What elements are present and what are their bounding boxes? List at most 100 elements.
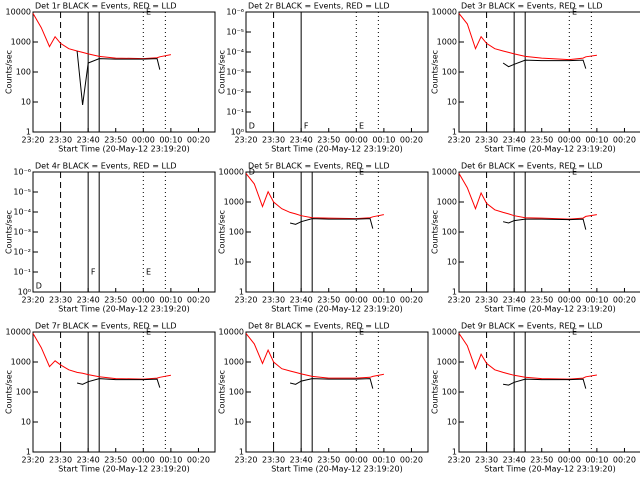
series-line: Events — [502, 218, 587, 230]
y-tick-label: 1000 — [11, 38, 31, 47]
x-tick-label: 00:00 — [345, 136, 368, 145]
y-tick-label: 10⁻³ — [13, 228, 31, 237]
x-tick-label: 23:50 — [317, 296, 340, 305]
y-axis-label: Counts/sec — [5, 210, 14, 254]
chart-title: Det 7r BLACK = Events, RED = LLD — [35, 322, 177, 331]
x-axis-label: Start Time (20-May-12 23:19:20) — [271, 305, 402, 314]
y-tick-label: 100 — [229, 228, 244, 237]
annotation: E — [359, 121, 364, 130]
y-tick-label: 10⁻⁵ — [13, 188, 31, 197]
x-tick-label: 23:40 — [77, 296, 100, 305]
x-tick-label: 23:30 — [49, 456, 72, 465]
series-line: LLD — [32, 13, 171, 60]
x-tick-label: 23:30 — [262, 456, 285, 465]
y-tick-label: 1 — [26, 448, 31, 457]
x-tick-label: 23:40 — [503, 296, 526, 305]
x-axis-label: Start Time (20-May-12 23:19:20) — [58, 465, 189, 474]
annotation: D — [249, 168, 255, 177]
y-tick-label: 10 — [447, 258, 457, 267]
y-tick-label: 10000 — [432, 168, 457, 177]
y-tick-label: 10 — [234, 258, 244, 267]
y-tick-label: 10 — [447, 98, 457, 107]
series-line: LLD — [245, 333, 384, 379]
series-line: Events — [289, 218, 374, 229]
y-tick-label: 1000 — [437, 358, 457, 367]
x-tick-label: 00:00 — [345, 456, 368, 465]
annotation: F — [91, 268, 96, 277]
x-tick-label: 23:20 — [447, 296, 470, 305]
x-tick-label: 00:20 — [187, 456, 210, 465]
x-tick-label: 23:20 — [21, 456, 44, 465]
y-tick-label: 1000 — [437, 198, 457, 207]
x-tick-label: 00:10 — [585, 456, 608, 465]
series-line: Events — [502, 59, 587, 69]
chart-title: Det 4r BLACK = Events, RED = LLD — [35, 162, 177, 171]
x-axis-label: Start Time (20-May-12 23:19:20) — [58, 305, 189, 314]
y-tick-label: 1 — [239, 288, 244, 297]
x-tick-label: 00:20 — [400, 136, 423, 145]
y-tick-label: 10⁻⁶ — [226, 8, 244, 17]
y-tick-label: 10 — [234, 418, 244, 427]
y-tick-label: 1 — [452, 448, 457, 457]
annotation: E — [146, 268, 151, 277]
y-tick-label: 10000 — [219, 168, 244, 177]
x-tick-label: 00:00 — [132, 456, 155, 465]
series-line: Events — [289, 378, 374, 389]
y-axis-label: Counts/sec — [5, 50, 14, 94]
x-tick-label: 00:20 — [613, 136, 636, 145]
x-tick-label: 00:20 — [613, 296, 636, 305]
chart-title: Det 9r BLACK = Events, RED = LLD — [461, 322, 603, 331]
x-tick-label: 23:20 — [234, 296, 257, 305]
x-tick-label: 23:40 — [503, 456, 526, 465]
chart-title: Det 8r BLACK = Events, RED = LLD — [248, 322, 390, 331]
x-tick-label: 00:20 — [400, 296, 423, 305]
y-axis-label: Counts/sec — [5, 370, 14, 414]
x-tick-label: 23:50 — [530, 136, 553, 145]
x-tick-label: 23:30 — [475, 296, 498, 305]
x-tick-label: 00:10 — [159, 136, 182, 145]
y-tick-label: 10⁻¹ — [226, 108, 244, 117]
annotation: D — [36, 281, 42, 290]
y-tick-label: 10⁻⁵ — [226, 28, 244, 37]
y-tick-label: 10⁻⁶ — [13, 168, 31, 177]
x-tick-label: 23:40 — [77, 456, 100, 465]
y-tick-label: 10000 — [432, 8, 457, 17]
x-tick-label: 23:40 — [77, 136, 100, 145]
series-line: LLD — [458, 173, 597, 220]
y-tick-label: 10000 — [432, 328, 457, 337]
y-tick-label: 1000 — [437, 38, 457, 47]
y-tick-label: 100 — [442, 388, 457, 397]
y-axis-label: Counts/sec — [218, 210, 227, 254]
x-tick-label: 23:30 — [475, 456, 498, 465]
x-axis-label: Start Time (20-May-12 23:19:20) — [58, 145, 189, 154]
annotation: E — [572, 8, 577, 17]
chart-title: Det 5r BLACK = Events, RED = LLD — [248, 162, 390, 171]
x-tick-label: 23:20 — [234, 136, 257, 145]
y-tick-label: 100 — [442, 228, 457, 237]
y-tick-label: 10⁻² — [13, 248, 31, 257]
x-tick-label: 00:00 — [132, 136, 155, 145]
x-tick-label: 23:40 — [290, 456, 313, 465]
x-axis-label: Start Time (20-May-12 23:19:20) — [271, 465, 402, 474]
x-tick-label: 23:50 — [104, 296, 127, 305]
chart-title: Det 3r BLACK = Events, RED = LLD — [461, 2, 603, 11]
annotation: D — [249, 121, 255, 130]
y-tick-label: 1000 — [224, 358, 244, 367]
series-line: Events — [503, 378, 587, 389]
y-tick-label: 10⁻¹ — [13, 268, 31, 277]
x-tick-label: 00:10 — [372, 296, 395, 305]
annotation: E — [359, 168, 364, 177]
chart-title: Det 6r BLACK = Events, RED = LLD — [461, 162, 603, 171]
x-tick-label: 00:00 — [558, 456, 581, 465]
y-tick-label: 10000 — [6, 328, 31, 337]
y-tick-label: 10 — [21, 98, 31, 107]
x-tick-label: 00:10 — [372, 456, 395, 465]
y-tick-label: 100 — [442, 68, 457, 77]
x-tick-label: 00:00 — [345, 296, 368, 305]
y-tick-label: 10⁻³ — [226, 68, 244, 77]
x-tick-label: 00:20 — [613, 456, 636, 465]
x-tick-label: 23:50 — [530, 456, 553, 465]
chart-title: Det 1r BLACK = Events, RED = LLD — [35, 2, 177, 11]
x-axis-label: Start Time (20-May-12 23:19:20) — [484, 145, 615, 154]
y-tick-label: 100 — [229, 388, 244, 397]
